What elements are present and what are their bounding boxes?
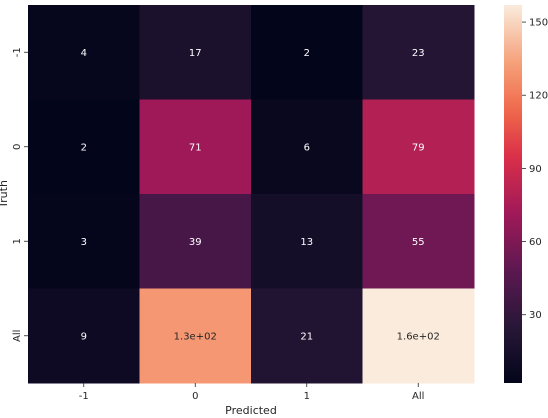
colorbar-tick-label-0: 30	[529, 310, 542, 321]
heatmap-cell-1-1	[139, 99, 252, 195]
cell-annotation-3-0: 9	[81, 331, 87, 342]
heatmap-cell-3-2	[251, 288, 363, 384]
heatmap-cell-0-2	[251, 5, 363, 100]
cell-annotation-1-0: 2	[81, 142, 87, 153]
colorbar-tick-label-3: 120	[529, 91, 548, 102]
y-tick-label-3: All	[12, 330, 23, 342]
y-tick-label-1: 0	[12, 144, 23, 150]
heatmap-cell-2-0	[28, 194, 140, 289]
heatmap-cell-2-3	[362, 194, 475, 289]
x-tick-label-3: All	[412, 391, 424, 402]
heatmap-cells: 4 17 2 23 2 71 6 79 3 39 13 55 9 1.3e+02 21 1.6e+02	[28, 5, 475, 384]
heatmap-cell-1-3	[362, 99, 475, 195]
x-axis-label: Predicted	[225, 404, 277, 417]
x-axis-ticks: -1 0 1 All	[79, 383, 424, 402]
colorbar-tick-label-1: 60	[529, 237, 542, 248]
cell-annotation-0-3: 23	[412, 48, 425, 59]
x-tick-label-0: -1	[79, 391, 89, 402]
y-axis-ticks: -1 0 1 All	[12, 47, 28, 342]
heatmap-cell-0-0	[28, 5, 140, 100]
heatmap-cell-1-0	[28, 99, 140, 195]
heatmap-cell-3-1	[139, 288, 252, 384]
heatmap-cell-1-2	[251, 99, 363, 195]
heatmap-cell-2-2	[251, 194, 363, 289]
heatmap-cell-2-1	[139, 194, 252, 289]
cell-annotation-3-1: 1.3e+02	[174, 331, 217, 342]
cell-annotation-0-1: 17	[189, 48, 202, 59]
heatmap-cell-0-1	[139, 5, 252, 100]
colorbar-tick-label-2: 90	[529, 164, 542, 175]
cell-annotation-0-2: 2	[304, 48, 310, 59]
cell-annotation-2-3: 55	[412, 237, 425, 248]
heatmap-cell-0-3	[362, 5, 475, 100]
cell-annotation-3-3: 1.6e+02	[397, 331, 440, 342]
cell-annotation-1-2: 6	[304, 142, 310, 153]
colorbar-ticks: 30 60 90 120 150	[522, 18, 548, 321]
cell-annotation-2-0: 3	[81, 237, 87, 248]
colorbar-tick-label-4: 150	[529, 18, 548, 29]
y-tick-label-2: 1	[12, 238, 23, 244]
y-axis-label: Truth	[0, 180, 10, 209]
x-tick-label-2: 1	[304, 391, 310, 402]
heatmap-cell-3-3	[362, 288, 475, 384]
cell-annotation-3-2: 21	[300, 331, 313, 342]
cell-annotation-1-3: 79	[412, 142, 425, 153]
cell-annotation-2-2: 13	[300, 237, 313, 248]
cell-annotation-0-0: 4	[81, 48, 87, 59]
x-tick-label-1: 0	[192, 391, 198, 402]
heatmap-cell-3-0	[28, 288, 140, 384]
cell-annotation-1-1: 71	[189, 142, 202, 153]
y-tick-label-0: -1	[12, 47, 23, 57]
cell-annotation-2-1: 39	[189, 237, 202, 248]
colorbar	[504, 5, 522, 383]
